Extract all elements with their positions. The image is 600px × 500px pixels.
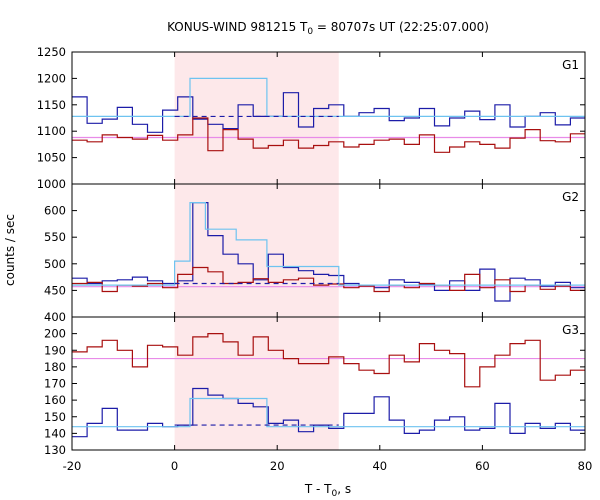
- panel-G1: G1 1000 1050 1100 1150 1200 1250: [37, 45, 586, 191]
- y-tick-label: 1250: [37, 45, 66, 59]
- x-tick-label: 80: [578, 459, 593, 473]
- y-axis-label: counts / sec: [3, 214, 17, 286]
- y-tick-label: 550: [44, 230, 66, 244]
- y-tick-label: 170: [44, 377, 66, 391]
- series-red-g2: [72, 266, 585, 293]
- x-tick-label: 20: [270, 459, 285, 473]
- y-tick-label: 500: [44, 257, 66, 271]
- y-tick-label: 130: [44, 443, 66, 457]
- y-tick-label: 1200: [37, 71, 66, 85]
- plot-area: [72, 77, 585, 153]
- x-tick-label: -20: [63, 459, 82, 473]
- x-axis: -20 0 20 40 60 80: [63, 459, 593, 473]
- y-tick-label: 150: [44, 410, 66, 424]
- series-blue-g2: [72, 202, 585, 302]
- x-tick-label: 60: [475, 459, 490, 473]
- panel-label: G3: [562, 323, 579, 337]
- panel-G2: G2 400 450 500 550 600: [44, 183, 586, 324]
- y-tick-label: 1050: [37, 151, 66, 165]
- panels: G1100010501100115012001250G2400450500550…: [37, 45, 593, 473]
- y-tick-label: 450: [44, 283, 66, 297]
- series-red-g3: [72, 333, 585, 388]
- x-axis-label: T - T0, s: [304, 482, 351, 499]
- y-tick-label: 1150: [37, 98, 66, 112]
- y-tick-label: 160: [44, 393, 66, 407]
- y-tick-label: 180: [44, 360, 66, 374]
- y-tick-label: 600: [44, 204, 66, 218]
- y-tick-label: 1000: [37, 177, 66, 191]
- series-red-g1: [72, 117, 585, 153]
- panel-label: G2: [562, 190, 579, 204]
- plot-area: [72, 202, 585, 302]
- y-tick-label: 200: [44, 327, 66, 341]
- chart-title: KONUS-WIND 981215 T0 = 80707s UT (22:25:…: [167, 20, 489, 37]
- panel-G3: G3 130 140 150 160 170 180 190 200: [44, 316, 586, 457]
- highlight-band: [174, 317, 339, 450]
- y-tick-label: 140: [44, 426, 66, 440]
- y-tick-label: 1100: [37, 124, 66, 138]
- plot-area: [72, 333, 585, 438]
- bayesian-blocks-g3: [72, 397, 585, 428]
- highlight-band: [174, 184, 339, 317]
- x-tick-label: 40: [372, 459, 387, 473]
- bayesian-blocks-g2: [72, 202, 585, 286]
- panel-label: G1: [562, 58, 579, 72]
- x-tick-label: 0: [171, 459, 178, 473]
- series-blue-g1: [72, 92, 585, 133]
- y-tick-label: 400: [44, 310, 66, 324]
- y-tick-label: 190: [44, 343, 66, 357]
